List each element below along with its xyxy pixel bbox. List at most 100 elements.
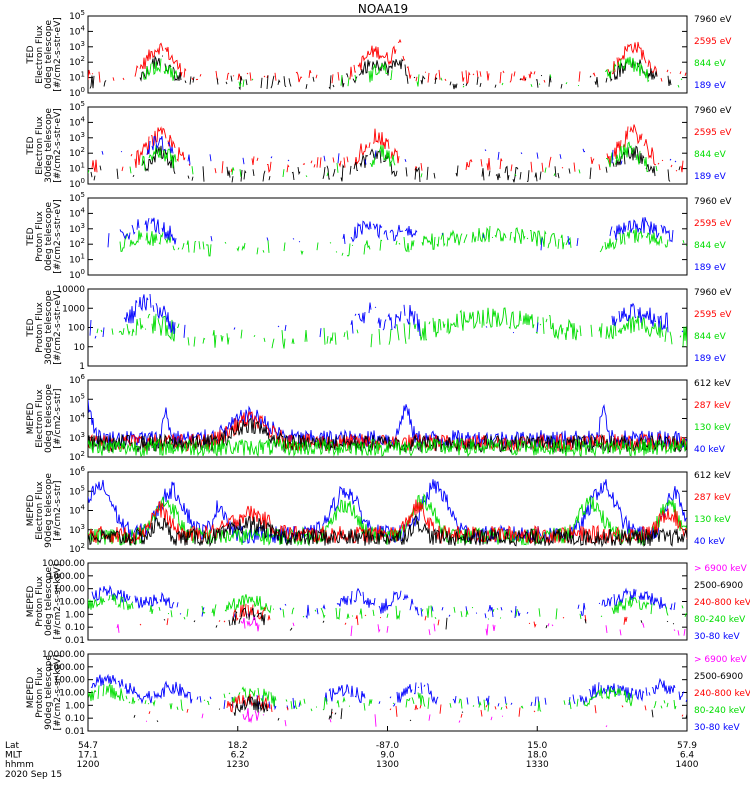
y-tick-label: 104 bbox=[69, 24, 85, 37]
channel-label: 189 eV bbox=[694, 81, 727, 91]
x-tick-label: 18.2 bbox=[228, 741, 248, 751]
channel-label: 2595 eV bbox=[694, 128, 732, 138]
panel-7: 0.01 0.10 1.00 10.00 100.00 1000.00 10000.00 ME… bbox=[26, 559, 750, 646]
series-trace bbox=[88, 438, 687, 457]
series-trace bbox=[90, 56, 687, 89]
series-trace bbox=[88, 479, 687, 545]
y-tick-label: 101 bbox=[69, 253, 85, 266]
y-axis-label-line: [#/cm2-s-sr-keV] bbox=[53, 655, 63, 731]
channel-label: > 6900 keV bbox=[694, 655, 748, 665]
y-tick-label: 10000 bbox=[56, 285, 85, 295]
y-axis-label-line: [#/cm2-s-str-eV] bbox=[53, 290, 63, 365]
x-tick-label: 17.1 bbox=[78, 751, 98, 761]
panel-traces bbox=[88, 125, 687, 183]
y-tick-label: 103 bbox=[69, 523, 85, 536]
channel-label: 130 keV bbox=[694, 423, 731, 433]
y-axis-label-line: TED bbox=[26, 45, 36, 64]
x-tick-label: 18.0 bbox=[527, 751, 547, 761]
series-trace bbox=[92, 125, 686, 174]
panel-3: 100 101 102 103 104 105 TED Proton Flux 0deg tel… bbox=[26, 191, 732, 281]
y-tick-label: 0.01 bbox=[65, 727, 85, 737]
y-axis-label-line: [#/cm2-s-str-eV] bbox=[53, 199, 63, 274]
y-axis-label-line: Proton Flux bbox=[35, 211, 45, 262]
x-tick-label: 1300 bbox=[376, 760, 399, 770]
channel-label: 844 eV bbox=[694, 59, 727, 69]
y-axis-label-line: Proton Flux bbox=[35, 667, 45, 718]
x-tick-label: 1200 bbox=[77, 760, 100, 770]
y-tick-label: 104 bbox=[69, 115, 85, 128]
channel-label: 189 eV bbox=[694, 263, 727, 273]
y-axis-label-line: [#/cm2-s-str] bbox=[53, 480, 63, 540]
channel-label: 189 eV bbox=[694, 354, 727, 364]
y-tick-label: 105 bbox=[69, 9, 85, 22]
y-tick-label: 104 bbox=[69, 504, 85, 517]
series-trace bbox=[89, 293, 684, 339]
y-tick-label: 1 bbox=[79, 362, 85, 372]
channel-label: 80-240 keV bbox=[694, 615, 746, 625]
channel-label: 30-80 keV bbox=[694, 723, 740, 733]
panel-traces bbox=[88, 399, 687, 457]
channel-label: 2595 eV bbox=[694, 310, 732, 320]
y-axis-label-line: TED bbox=[26, 318, 36, 337]
x-row-label: hhmm bbox=[5, 760, 34, 770]
x-row-label: Lat bbox=[5, 741, 20, 751]
y-axis-label-line: 90deg telescope bbox=[44, 655, 54, 730]
channel-label: 7960 eV bbox=[694, 288, 732, 298]
series-trace bbox=[90, 145, 681, 183]
y-axis-label-line: MEPED bbox=[26, 403, 36, 435]
series-trace bbox=[142, 56, 683, 88]
channel-label: 240-800 keV bbox=[694, 689, 750, 699]
y-axis-label-line: Electron Flux bbox=[35, 389, 45, 448]
y-tick-label: 101 bbox=[69, 162, 85, 175]
y-axis-label-line: 30deg telescope bbox=[44, 108, 54, 183]
channel-label: 80-240 keV bbox=[694, 706, 746, 716]
y-axis-label-line: Electron Flux bbox=[35, 116, 45, 175]
y-tick-label: 10.00 bbox=[59, 689, 85, 699]
y-tick-label: 1000.00 bbox=[48, 572, 85, 582]
channel-label: 287 keV bbox=[694, 401, 731, 411]
channel-label: 130 keV bbox=[694, 515, 731, 525]
y-axis-label-line: Proton Flux bbox=[35, 302, 45, 353]
series-trace bbox=[88, 38, 687, 86]
channel-label: 844 eV bbox=[694, 332, 727, 342]
y-tick-label: 0.01 bbox=[65, 636, 85, 646]
y-axis-label-line: TED bbox=[26, 136, 36, 155]
panel-2: 100 101 102 103 104 105 TED Electron Flux 30deg … bbox=[26, 100, 732, 190]
y-axis-label-line: MEPED bbox=[26, 586, 36, 618]
y-tick-label: 100 bbox=[68, 324, 85, 334]
y-tick-label: 100.00 bbox=[54, 585, 86, 595]
y-tick-label: 102 bbox=[69, 55, 85, 68]
y-axis-label-line: [#/cm2-s-str-eV] bbox=[53, 17, 63, 92]
y-axis-label-line: 0deg telescope bbox=[44, 567, 54, 637]
date-label: 2020 Sep 15 bbox=[5, 770, 62, 780]
y-axis-label-line: TED bbox=[26, 227, 36, 246]
series-trace bbox=[88, 513, 687, 548]
panel-traces bbox=[108, 217, 687, 257]
x-tick-label: 1230 bbox=[226, 760, 249, 770]
y-tick-label: 106 bbox=[69, 373, 85, 386]
panel-6: 102 103 104 105 106 MEPED Electron Flux 90deg t… bbox=[26, 465, 731, 555]
channel-label: 844 eV bbox=[694, 241, 727, 251]
x-tick-label: 9.0 bbox=[380, 751, 395, 761]
y-axis-label-line: [#/cm2-s-sr-keV] bbox=[53, 564, 63, 640]
series-trace bbox=[133, 695, 687, 723]
y-tick-label: 104 bbox=[69, 412, 85, 425]
series-trace bbox=[88, 594, 687, 621]
x-tick-label: 6.2 bbox=[231, 751, 245, 761]
channel-label: 40 keV bbox=[694, 537, 726, 547]
series-trace bbox=[96, 307, 687, 349]
y-tick-label: 103 bbox=[69, 131, 85, 144]
y-tick-label: 105 bbox=[69, 191, 85, 204]
y-tick-label: 105 bbox=[69, 100, 85, 113]
y-axis-label-line: 30deg telescope bbox=[44, 290, 54, 365]
channel-label: 2595 eV bbox=[694, 219, 732, 229]
channel-label: 2500-6900 bbox=[694, 672, 743, 682]
y-tick-label: 100 bbox=[69, 177, 85, 190]
y-tick-label: 103 bbox=[69, 222, 85, 235]
y-axis-label-line: [#/cm2-s-str] bbox=[53, 388, 63, 448]
y-axis-label-line: 90deg telescope bbox=[44, 473, 54, 548]
channel-label: 189 eV bbox=[694, 172, 727, 182]
series-trace bbox=[140, 604, 687, 627]
